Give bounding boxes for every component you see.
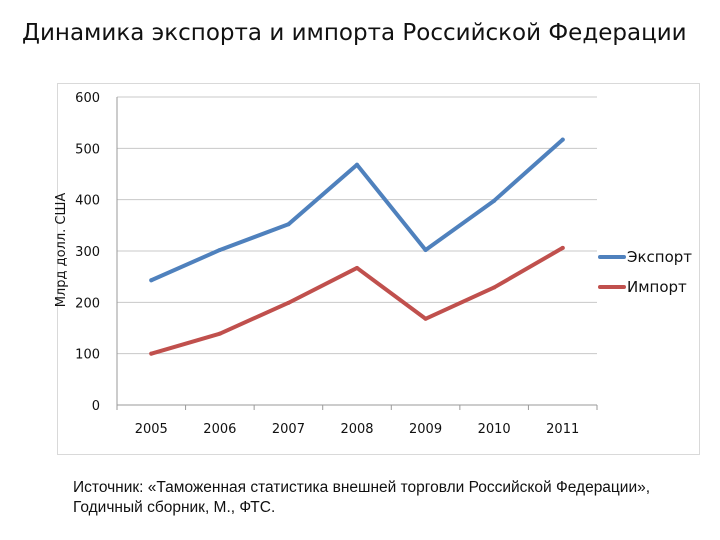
data-point <box>560 137 565 142</box>
x-tick-label: 2007 <box>272 422 305 437</box>
x-tick-label: 2010 <box>478 422 511 437</box>
axes <box>116 97 598 410</box>
legend-label: Экспорт <box>627 248 692 266</box>
chart-frame <box>57 83 700 455</box>
data-point <box>355 162 359 167</box>
gridlines <box>117 96 597 355</box>
data-point <box>423 247 428 252</box>
y-tick-label: 0 <box>92 399 100 414</box>
data-point <box>492 285 497 290</box>
series-line-export <box>149 137 565 283</box>
data-point <box>149 351 154 356</box>
x-tick-label: 2005 <box>135 422 168 437</box>
y-tick-label: 100 <box>75 348 100 363</box>
x-tick-label: 2009 <box>409 422 442 437</box>
data-point <box>217 331 222 336</box>
x-tick-label: 2006 <box>203 422 236 437</box>
data-point <box>560 245 565 250</box>
series-lines <box>149 137 565 356</box>
data-point <box>355 265 359 270</box>
data-point <box>149 278 154 283</box>
x-tick-label: 2008 <box>340 422 373 437</box>
y-tick-label: 200 <box>75 296 100 311</box>
y-axis-label: Млрд долл. США <box>54 193 69 308</box>
data-point <box>217 247 222 252</box>
page-title: Динамика экспорта и импорта Российской Ф… <box>22 20 687 46</box>
x-tick-label: 2011 <box>546 422 579 437</box>
source-note: Источник: «Таможенная статистика внешней… <box>73 479 651 516</box>
legend-label: Импорт <box>627 278 687 296</box>
y-tick-label: 600 <box>75 91 100 106</box>
series-line-import <box>149 245 565 356</box>
y-tick-label: 400 <box>75 194 100 209</box>
y-tick-label: 500 <box>75 142 100 157</box>
data-point <box>286 300 291 305</box>
data-point <box>286 222 291 227</box>
y-tick-label: 300 <box>75 245 100 260</box>
legend: Экспорт Импорт <box>598 248 692 296</box>
data-point <box>423 316 428 321</box>
tick-labels: 0 100 200 300 400 500 600 2005 2006 2007 2008 2009 2… <box>75 91 579 437</box>
data-point <box>492 198 497 203</box>
